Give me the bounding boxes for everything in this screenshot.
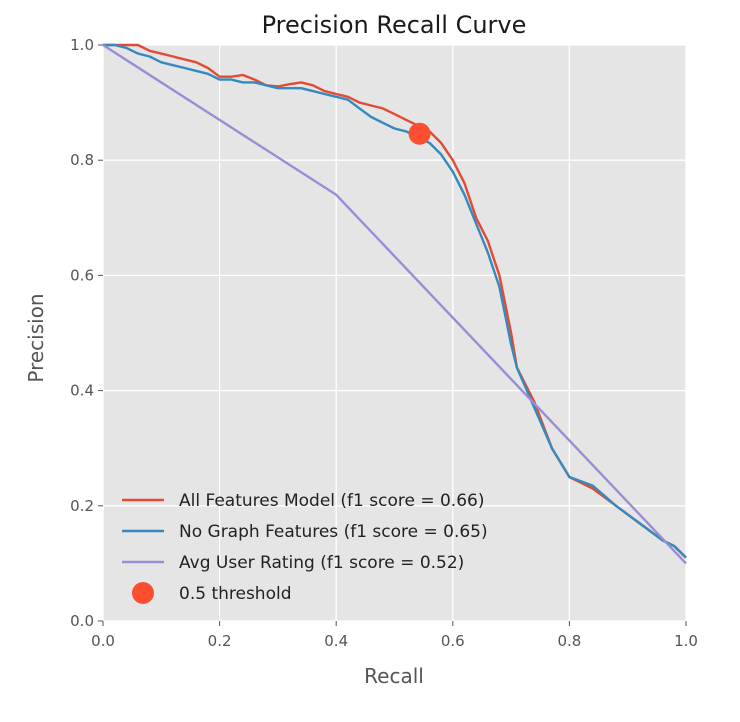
- x-tick-label: 0.2: [208, 632, 232, 650]
- x-axis-label: Recall: [364, 664, 424, 688]
- y-tick-label: 0.6: [70, 266, 94, 284]
- legend-label-3: Avg User Rating (f1 score = 0.52): [179, 553, 464, 573]
- series-line-3: [102, 43, 687, 565]
- y-axis-ticks: 0.0 0.2 0.4 0.6 0.8 1.0: [70, 36, 103, 630]
- x-tick-label: 0.6: [441, 632, 465, 650]
- series-line-1: [103, 43, 687, 559]
- x-tick-label: 1.0: [674, 632, 698, 650]
- threshold-point: [408, 122, 431, 145]
- y-tick-label: 0.0: [70, 612, 94, 630]
- x-tick-label: 0.0: [91, 632, 115, 650]
- y-axis-label: Precision: [24, 293, 48, 382]
- chart-title: Precision Recall Curve: [262, 11, 527, 39]
- legend-marker-label: 0.5 threshold: [179, 584, 292, 604]
- x-tick-label: 0.8: [557, 632, 581, 650]
- legend-marker-swatch: [132, 582, 154, 604]
- y-tick-label: 0.8: [70, 151, 94, 169]
- series-line-2: [103, 43, 687, 559]
- legend: All Features Model (f1 score = 0.66) No G…: [122, 491, 488, 604]
- legend-label-2: No Graph Features (f1 score = 0.65): [179, 522, 488, 542]
- marker-layer: [408, 122, 431, 145]
- legend-label-1: All Features Model (f1 score = 0.66): [179, 491, 484, 511]
- y-tick-label: 1.0: [70, 36, 94, 54]
- plot-area: [103, 45, 686, 621]
- y-tick-label: 0.2: [70, 497, 94, 515]
- grid-lines: [102, 44, 687, 622]
- y-tick-label: 0.4: [70, 382, 94, 400]
- x-tick-label: 0.4: [324, 632, 348, 650]
- x-axis-ticks: 0.0 0.2 0.4 0.6 0.8 1.0: [91, 621, 698, 650]
- series-layer: [102, 43, 687, 565]
